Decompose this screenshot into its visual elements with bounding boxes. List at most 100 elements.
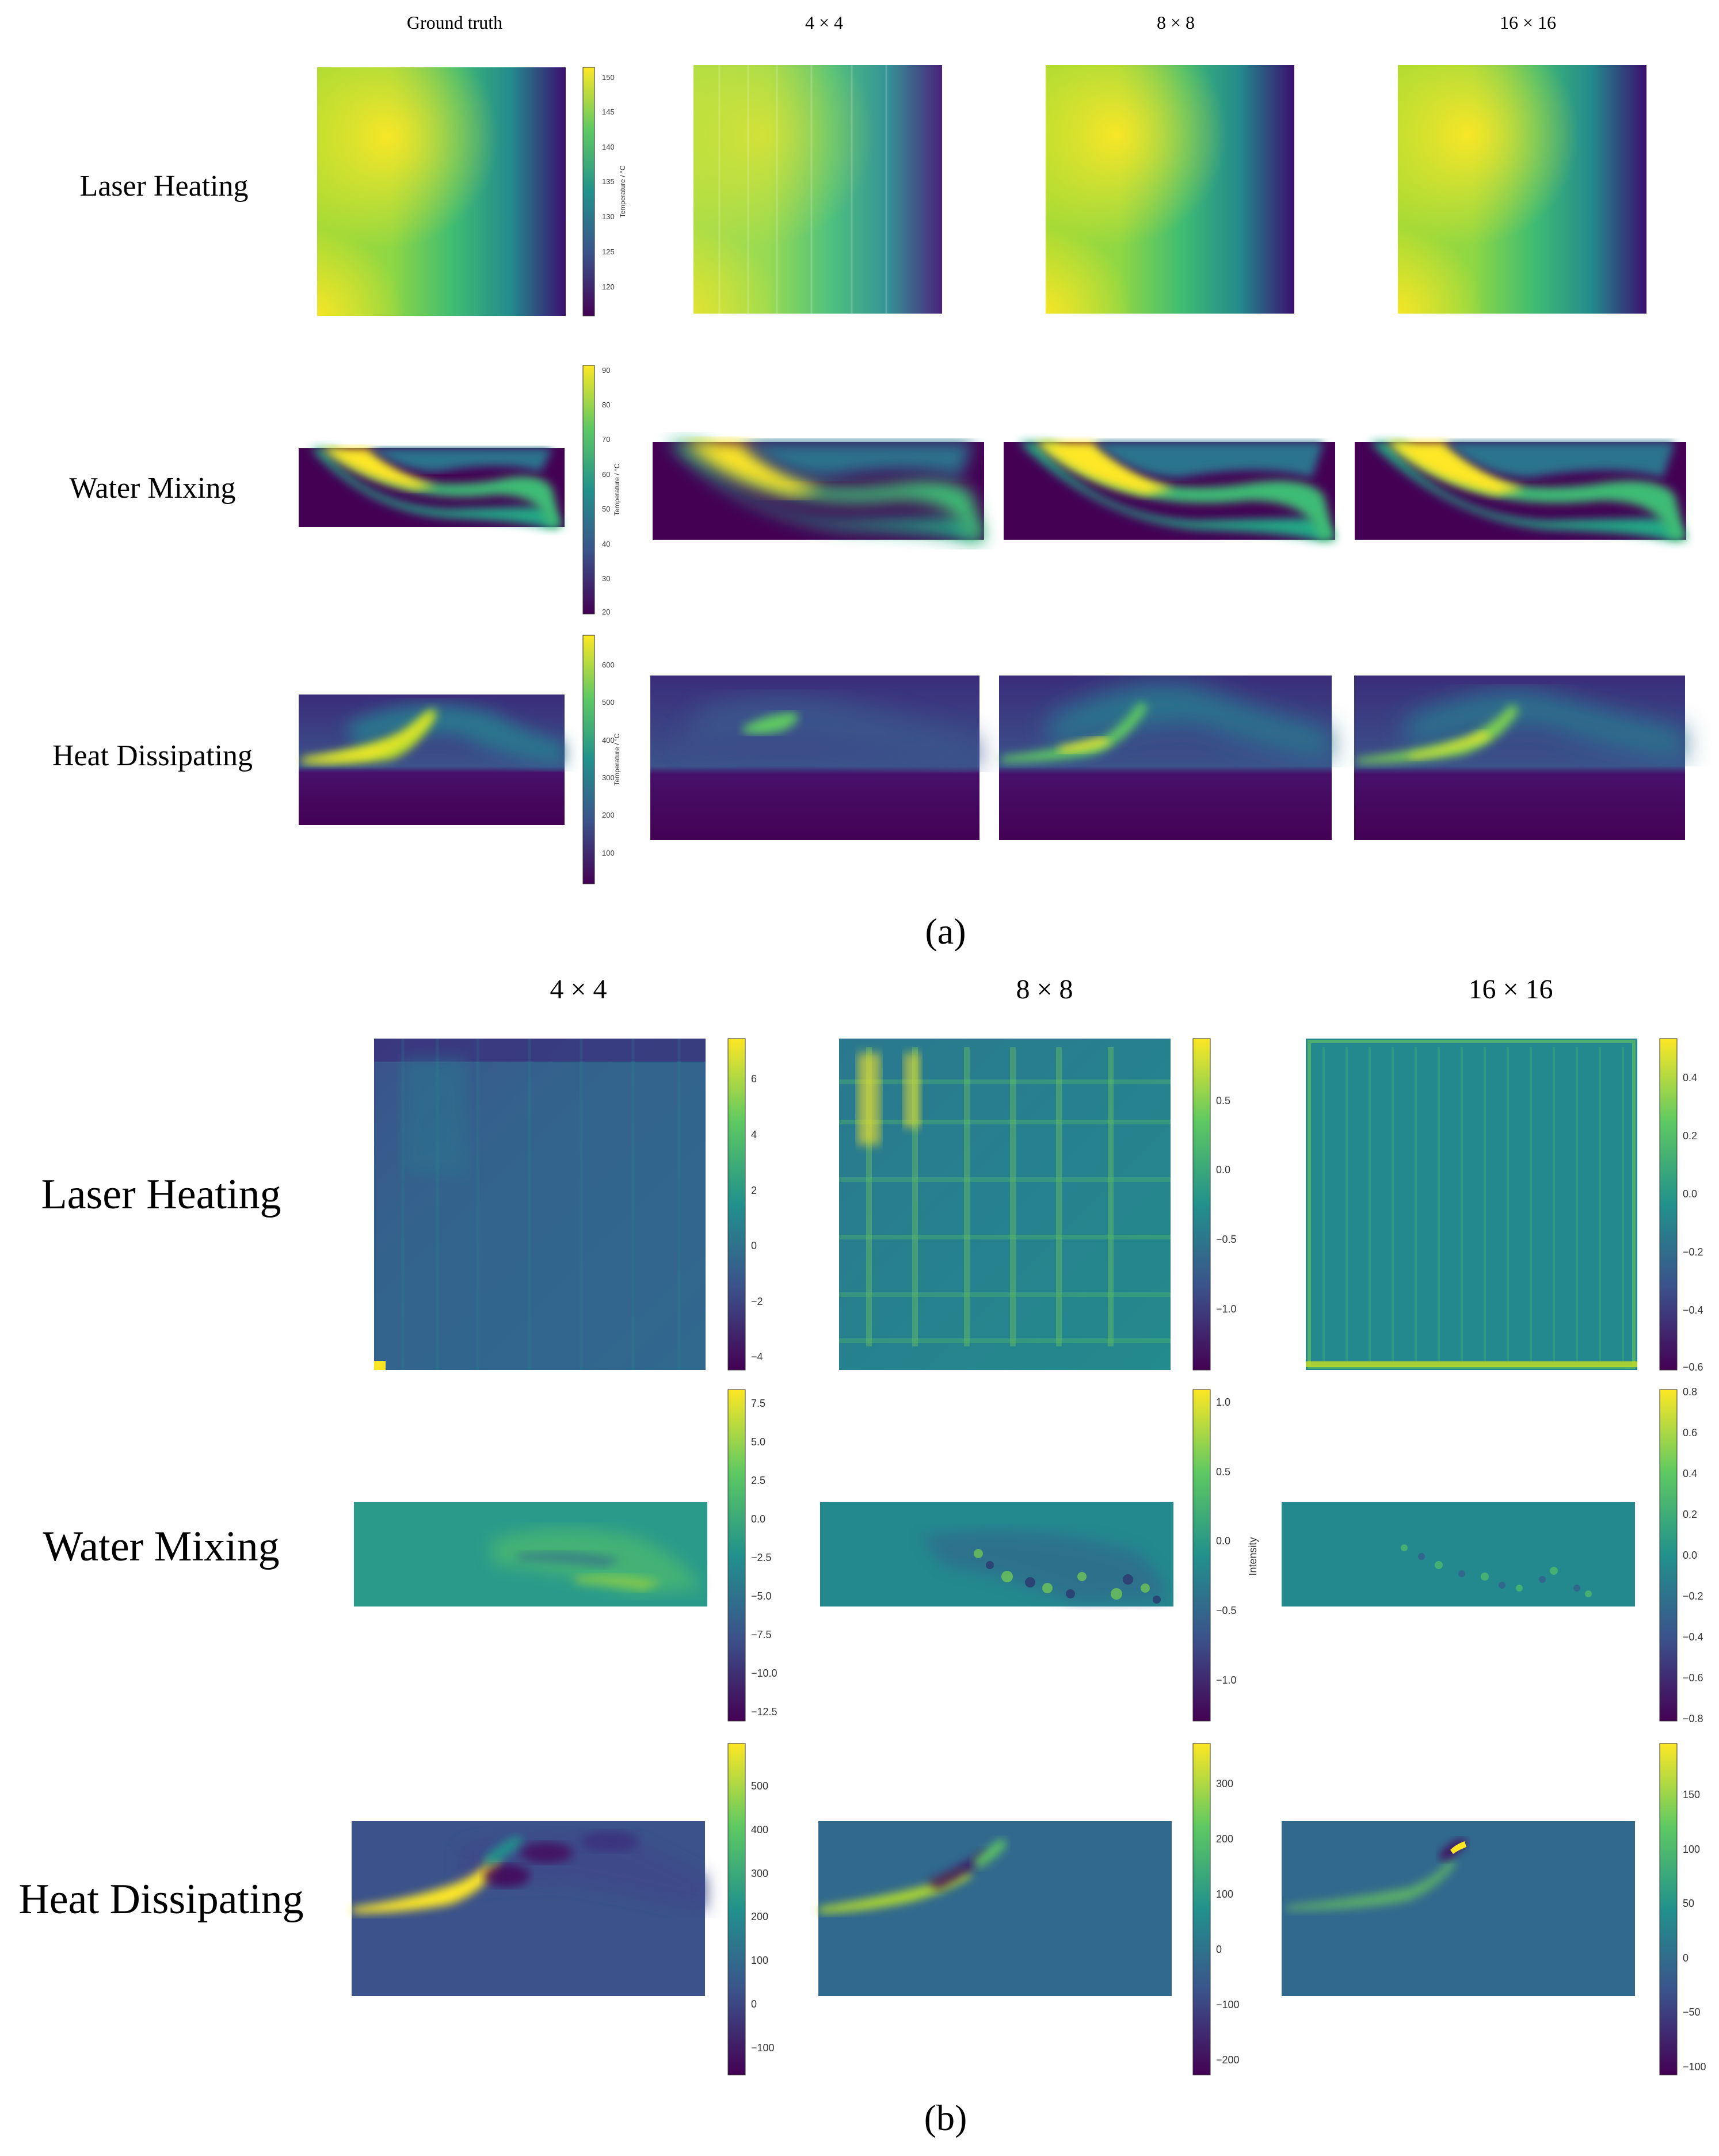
heatmap-a-heat-16x16 <box>1354 676 1685 840</box>
cb-a-heat-tick: 100 <box>602 849 615 857</box>
colorbar-b-water-16x16: 0.8 0.6 0.4 0.2 0.0 −0.2 −0.4 −0.6 −0.8 <box>1659 1386 1703 1724</box>
cb-b-tick: 50 <box>1683 1898 1694 1909</box>
colorbar-a-laser: 150 145 140 135 130 125 120 Temperature … <box>582 67 627 316</box>
panel-b-row-label-water: Water Mixing <box>43 1523 279 1570</box>
cb-a-water-tick: 30 <box>602 574 610 583</box>
heatmap-a-laser-16x16 <box>1398 65 1646 314</box>
cb-b-tick: −100 <box>751 2042 775 2054</box>
cb-b-tick: 300 <box>751 1868 768 1879</box>
cb-b-tick: 0 <box>1683 1952 1688 1964</box>
cb-b-tick: −1.0 <box>1216 1674 1237 1686</box>
cb-b-tick: 7.5 <box>751 1398 765 1409</box>
panel-b-col-header-4x4: 4 × 4 <box>550 974 607 1005</box>
cb-b-tick: −0.6 <box>1683 1672 1703 1684</box>
cb-b-water-8x8-label: Intensity <box>1247 1537 1259 1575</box>
cb-b-tick: 0 <box>1216 1944 1222 1955</box>
cb-b-tick: 2.5 <box>751 1475 765 1486</box>
cb-b-tick: −100 <box>1216 1999 1240 2010</box>
cb-a-water-tick: 50 <box>602 505 610 513</box>
cb-b-tick: 0.0 <box>1216 1535 1230 1547</box>
errmap-b-heat-16x16 <box>1282 1821 1635 1996</box>
colorbar-b-heat-4x4: 500 400 300 200 100 0 −100 <box>727 1743 775 2075</box>
cb-a-heat-tick: 200 <box>602 811 615 819</box>
cb-b-tick: −2.5 <box>751 1552 772 1563</box>
cb-b-tick: 0.5 <box>1216 1466 1230 1478</box>
heatmap-a-laser-ground-truth <box>317 67 566 316</box>
cb-a-heat-label: Temperature / °C <box>613 733 621 785</box>
panel-a-row-label-water: Water Mixing <box>70 472 236 505</box>
cb-b-tick: 0.8 <box>1683 1386 1697 1398</box>
panel-b-col-header-16x16: 16 × 16 <box>1468 974 1553 1005</box>
cb-a-laser-label: Temperature / °C <box>619 165 627 217</box>
cb-b-tick: 0.4 <box>1683 1072 1697 1083</box>
cb-b-tick: 0 <box>751 1998 757 2010</box>
cb-b-tick: −0.4 <box>1683 1304 1703 1316</box>
cb-a-laser-tick: 145 <box>602 108 615 116</box>
colorbar-b-water-8x8: 1.0 0.5 0.0 −0.5 −1.0 Intensity <box>1192 1389 1259 1722</box>
cb-b-tick: 0.5 <box>1216 1095 1230 1106</box>
cb-b-tick: 4 <box>751 1129 757 1140</box>
errmap-b-heat-4x4 <box>352 1821 705 1996</box>
cb-b-tick: 100 <box>1683 1844 1700 1855</box>
cb-a-water-tick: 90 <box>602 366 610 375</box>
cb-b-tick: −0.6 <box>1683 1361 1703 1373</box>
cb-b-tick: 0.2 <box>1683 1130 1697 1142</box>
cb-a-heat-tick: 500 <box>602 698 615 707</box>
cb-a-heat-tick: 600 <box>602 661 615 669</box>
panel-a-col-header-8x8: 8 × 8 <box>1157 12 1195 33</box>
cb-a-laser-tick: 120 <box>602 283 615 291</box>
cb-b-tick: 500 <box>751 1780 768 1792</box>
heatmap-a-water-ground-truth <box>299 448 565 527</box>
cb-b-tick: −100 <box>1683 2061 1706 2073</box>
cb-b-tick: −12.5 <box>751 1706 777 1718</box>
cb-b-tick: 0.0 <box>1683 1188 1697 1200</box>
cb-b-tick: 1.0 <box>1216 1396 1230 1408</box>
cb-a-laser-tick: 130 <box>602 212 615 221</box>
panel-b-row-label-heat: Heat Dissipating <box>18 1876 303 1923</box>
cb-b-tick: −0.8 <box>1683 1713 1703 1724</box>
heatmap-a-heat-4x4 <box>650 676 979 840</box>
panel-a-label: (a) <box>925 911 966 952</box>
heatmap-a-water-4x4 <box>653 442 984 540</box>
heatmap-a-water-8x8 <box>1004 442 1335 540</box>
cb-b-tick: −0.5 <box>1216 1234 1237 1245</box>
cb-b-tick: −10.0 <box>751 1667 777 1679</box>
cb-a-water-tick: 20 <box>602 608 610 616</box>
cb-b-tick: 0.0 <box>1683 1550 1697 1561</box>
cb-a-water-tick: 80 <box>602 400 610 409</box>
cb-a-heat-tick: 400 <box>602 736 615 745</box>
heatmap-a-laser-8x8 <box>1046 65 1294 314</box>
errmap-b-water-16x16 <box>1282 1502 1635 1606</box>
cb-b-tick: −50 <box>1683 2006 1701 2018</box>
cb-b-tick: −0.4 <box>1683 1631 1703 1643</box>
cb-b-tick: 200 <box>751 1911 768 1922</box>
panel-b-label: (b) <box>924 2097 967 2138</box>
cb-b-tick: −4 <box>751 1351 763 1363</box>
panel-a-col-header-16x16: 16 × 16 <box>1500 12 1556 33</box>
errmap-b-laser-4x4 <box>374 1039 706 1370</box>
cb-b-tick: 0.6 <box>1683 1427 1697 1438</box>
cb-b-tick: 6 <box>751 1073 757 1085</box>
heatmap-a-heat-ground-truth <box>299 695 565 825</box>
cb-b-tick: −7.5 <box>751 1629 772 1640</box>
errmap-b-laser-16x16 <box>1306 1039 1637 1370</box>
cb-b-tick: −200 <box>1216 2054 1240 2066</box>
colorbar-a-water: 90 80 70 60 50 40 30 20 Temperature / °C <box>582 365 621 616</box>
cb-a-laser-tick: 140 <box>602 143 615 151</box>
cb-a-laser-tick: 150 <box>602 73 615 82</box>
errmap-b-water-4x4 <box>354 1502 707 1606</box>
colorbar-b-laser-8x8: 0.5 0.0 −0.5 −1.0 <box>1192 1038 1237 1371</box>
colorbar-b-laser-16x16: 0.4 0.2 0.0 −0.2 −0.4 −0.6 <box>1659 1038 1703 1373</box>
cb-a-laser-tick: 125 <box>602 247 615 256</box>
colorbar-a-heat: 600 500 400 300 200 100 Temperature / °C <box>582 635 621 884</box>
panel-a-col-header-ground-truth: Ground truth <box>407 12 502 33</box>
cb-b-tick: 0.0 <box>1216 1164 1230 1176</box>
cb-a-laser-tick: 135 <box>602 177 615 186</box>
panel-b-row-label-laser: Laser Heating <box>41 1171 281 1218</box>
cb-b-tick: 0.4 <box>1683 1468 1697 1479</box>
cb-b-tick: −5.0 <box>751 1590 772 1602</box>
cb-b-tick: 400 <box>751 1824 768 1836</box>
cb-b-tick: 200 <box>1216 1833 1233 1845</box>
cb-b-tick: −0.2 <box>1683 1590 1703 1602</box>
